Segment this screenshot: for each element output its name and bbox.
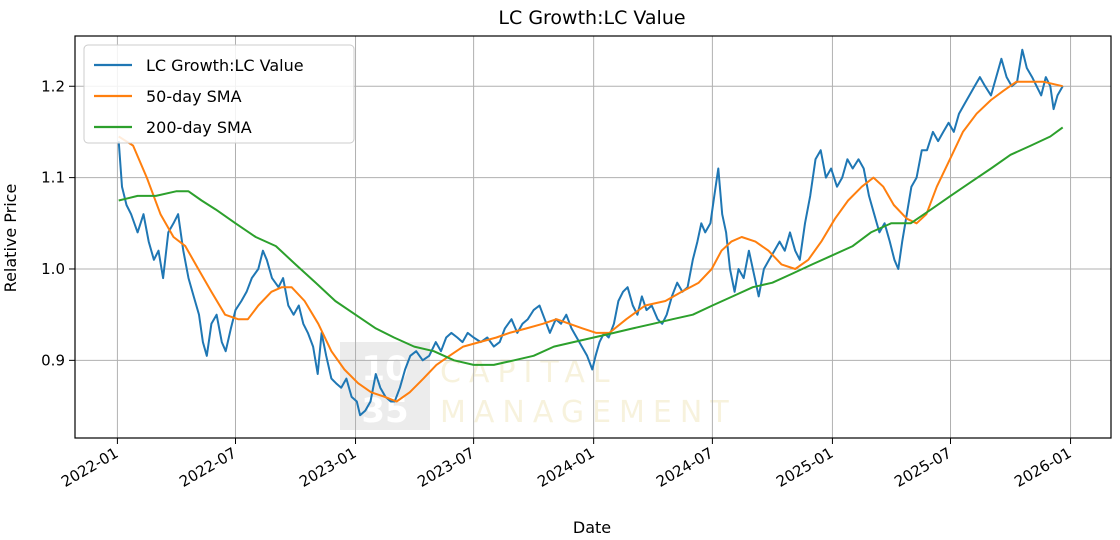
x-axis-label: Date [573, 518, 611, 537]
chart-title: LC Growth:LC Value [498, 7, 685, 29]
series-line-50-day-sma [118, 80, 1063, 403]
plot-frame [74, 35, 1112, 439]
y-axis-ticks: 0.9 1.0 1.1 1.2 [41, 77, 75, 369]
y-tick-label: 1.1 [41, 169, 65, 187]
series-line-200-day-sma [118, 126, 1064, 366]
legend-label: 50-day SMA [146, 87, 242, 106]
legend-box [83, 44, 355, 144]
legend-label: 200-day SMA [146, 118, 252, 137]
watermark-word-bottom: MANAGEMENT [440, 395, 737, 430]
y-tick-label: 1.2 [41, 77, 65, 95]
y-axis-label: Relative Price [1, 184, 20, 293]
legend-label: LC Growth:LC Value [146, 56, 304, 75]
y-tick-label: 1.0 [41, 260, 65, 278]
legend: LC Growth:LC Value 50-day SMA 200-day SMA [83, 44, 355, 144]
series-layer [117, 48, 1064, 417]
y-tick-label: 0.9 [41, 351, 65, 369]
